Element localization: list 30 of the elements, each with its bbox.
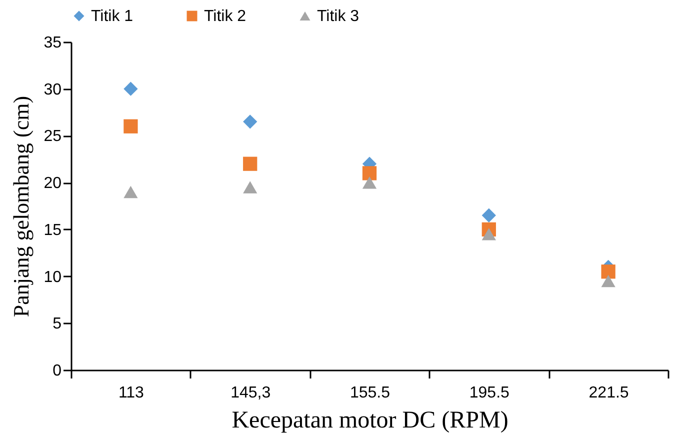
point bbox=[124, 82, 138, 96]
point bbox=[124, 119, 138, 134]
point bbox=[124, 186, 138, 198]
y-tick-label: 25 bbox=[44, 128, 62, 146]
y-tick-label: 15 bbox=[44, 222, 62, 239]
y-tick-label: 5 bbox=[52, 316, 62, 333]
x-tick-label: 195.5 bbox=[469, 384, 510, 402]
point bbox=[362, 176, 377, 189]
point bbox=[243, 181, 258, 194]
x-tick-label: 113 bbox=[118, 384, 144, 402]
x-axis-title: Kecepatan motor DC (RPM) bbox=[232, 408, 508, 434]
y-tick-label: 20 bbox=[44, 175, 62, 192]
legend-label: Titik 2 bbox=[204, 8, 246, 25]
legend-label: Titik 1 bbox=[91, 8, 134, 25]
point bbox=[482, 228, 496, 240]
x-tick-label: 145,3 bbox=[230, 384, 271, 402]
x-tick-label: 155.5 bbox=[350, 384, 390, 402]
x-tick-label: 221.5 bbox=[588, 384, 629, 402]
y-axis-title: Panjang gelombang (cm) bbox=[8, 96, 34, 318]
point bbox=[482, 208, 496, 222]
y-tick-label: 0 bbox=[52, 362, 62, 380]
point bbox=[243, 114, 258, 129]
y-tick-label: 30 bbox=[44, 81, 62, 98]
point bbox=[243, 156, 258, 171]
point bbox=[362, 166, 377, 180]
legend-label: Titik 3 bbox=[317, 8, 360, 25]
point bbox=[601, 264, 616, 279]
y-tick-label: 10 bbox=[44, 268, 62, 286]
y-tick-label: 35 bbox=[44, 34, 62, 52]
point bbox=[601, 274, 616, 288]
